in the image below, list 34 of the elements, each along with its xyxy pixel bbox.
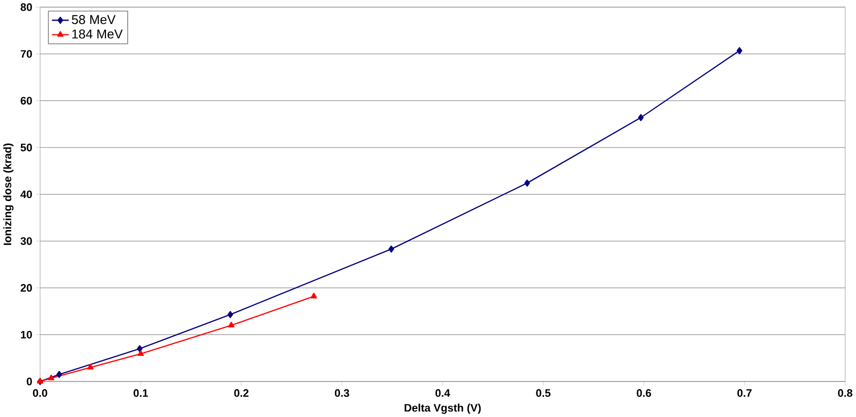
x-axis-title: Delta Vgsth (V)	[404, 404, 481, 414]
x-tick-label: 0.6	[636, 389, 652, 397]
x-tick-label: 0.0	[32, 389, 48, 397]
y-tick-label: 80	[20, 3, 32, 11]
y-tick-label: 70	[20, 50, 32, 58]
y-tick-label: 60	[20, 96, 32, 104]
point	[136, 345, 143, 352]
x-tick-label: 0.7	[737, 389, 752, 397]
x-tick-label: 0.4	[435, 389, 450, 397]
y-tick-label: 50	[20, 144, 32, 152]
point	[56, 370, 62, 378]
point	[638, 114, 644, 122]
point	[524, 179, 530, 187]
point	[87, 364, 94, 370]
point	[227, 310, 234, 318]
x-tick-label: 0.2	[234, 389, 248, 397]
x-tick-label: 0.3	[334, 389, 350, 397]
legend-label: 184 MeV	[72, 29, 123, 38]
y-tick-label: 20	[20, 284, 32, 292]
y-tick-label: 0	[26, 378, 32, 386]
x-tick-label: 0.5	[536, 389, 550, 397]
point	[736, 47, 742, 54]
y-tick-label: 10	[20, 330, 32, 338]
y-axis-title: Ionizing dose (krad)	[3, 143, 14, 245]
point	[310, 292, 317, 298]
point	[48, 374, 54, 380]
x-tick-label: 0.1	[134, 389, 148, 397]
legend-label: 58 MeV	[72, 14, 116, 24]
y-tick-label: 30	[20, 237, 32, 245]
x-tick-label: 0.8	[838, 389, 852, 397]
point	[228, 322, 234, 328]
point	[388, 245, 394, 253]
point	[138, 350, 144, 356]
y-tick-label: 40	[20, 190, 32, 198]
